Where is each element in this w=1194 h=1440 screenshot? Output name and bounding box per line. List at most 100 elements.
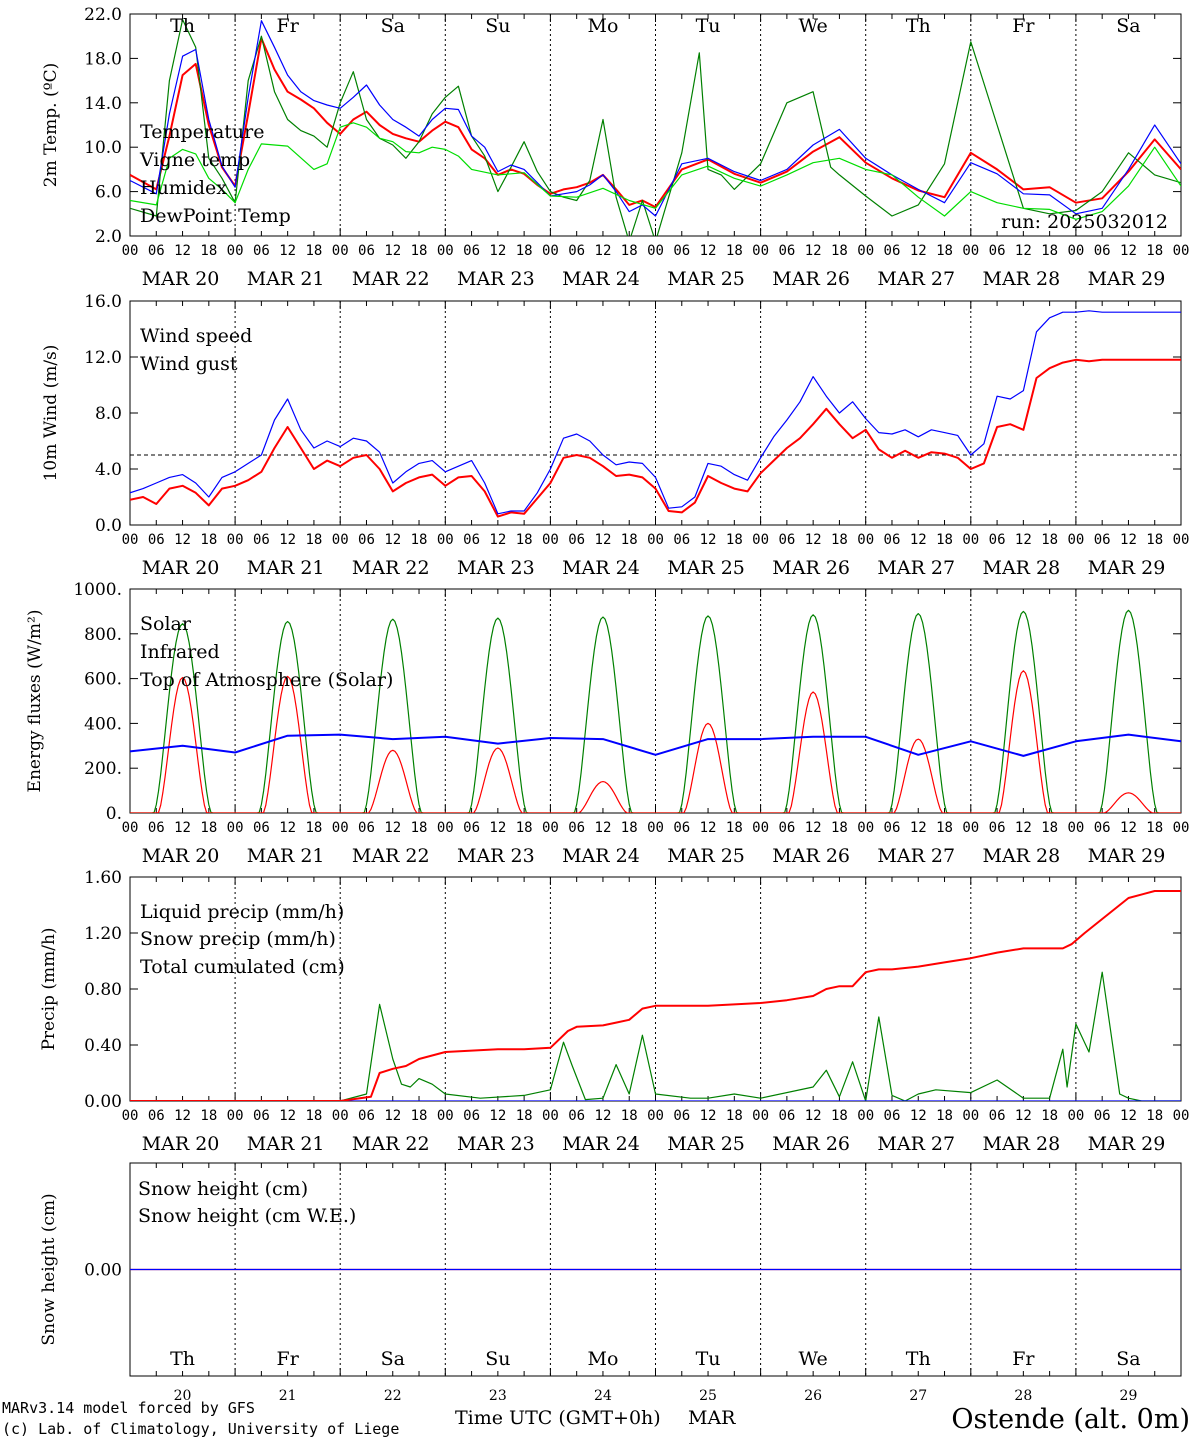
day-number-label: 23 (489, 1388, 507, 1404)
hour-tick-label: 00 (857, 820, 874, 836)
hour-tick-label: 12 (700, 820, 717, 836)
hour-tick-label: 06 (148, 532, 165, 548)
day-name-label: Su (485, 15, 510, 37)
y-axis-label: Precip (mm/h) (39, 927, 59, 1050)
series-group (130, 310, 1181, 518)
hour-tick-label: 12 (805, 532, 822, 548)
hour-tick-label: 18 (831, 820, 848, 836)
hour-tick-label: 00 (1173, 532, 1190, 548)
y-tick-label: 8.0 (95, 404, 122, 424)
legend-entry: Snow height (cm) (138, 1178, 308, 1200)
day-name-label: Fr (277, 1348, 300, 1370)
hour-tick-label: 18 (305, 532, 322, 548)
date-label: MAR 25 (667, 845, 745, 867)
date-label: MAR 21 (247, 1133, 325, 1155)
hour-tick-label: 12 (279, 243, 296, 259)
hour-tick-label: 18 (936, 820, 953, 836)
legend-entry: Infrared (140, 641, 220, 663)
date-label: MAR 20 (142, 1133, 220, 1155)
hour-tick-label: 06 (148, 820, 165, 836)
date-label: MAR 21 (247, 557, 325, 579)
hour-tick-label: 12 (595, 1108, 612, 1124)
hour-tick-label: 06 (884, 1108, 901, 1124)
hour-tick-label: 00 (647, 1108, 664, 1124)
legend-entry: Vigne temp (139, 149, 250, 171)
y-axis-label: 10m Wind (m/s) (41, 345, 61, 482)
hour-tick-label: 00 (437, 820, 454, 836)
day-number-label: 22 (384, 1388, 402, 1404)
hour-tick-label: 12 (595, 532, 612, 548)
hour-tick-label: 12 (700, 532, 717, 548)
hour-tick-label: 06 (568, 1108, 585, 1124)
hour-tick-label: 06 (884, 820, 901, 836)
y-tick-label: 1.60 (84, 868, 122, 888)
day-name-label: We (799, 1348, 828, 1370)
hour-tick-label: 18 (411, 820, 428, 836)
hour-tick-label: 12 (595, 820, 612, 836)
hour-tick-label: 00 (752, 820, 769, 836)
hour-tick-label: 06 (253, 820, 270, 836)
y-tick-label: 1000. (73, 580, 122, 600)
hour-tick-label: 12 (384, 243, 401, 259)
day-name-label: Th (170, 15, 195, 37)
y-tick-label: 0. (106, 804, 122, 824)
hour-tick-label: 12 (384, 1108, 401, 1124)
date-label: MAR 24 (562, 845, 640, 867)
date-label: MAR 24 (562, 268, 640, 290)
hour-tick-label: 12 (489, 820, 506, 836)
hour-tick-label: 18 (621, 532, 638, 548)
hour-tick-label: 00 (122, 820, 139, 836)
day-name-label: Tu (696, 1348, 721, 1370)
date-label: MAR 28 (982, 845, 1060, 867)
date-label: MAR 20 (142, 845, 220, 867)
date-label: MAR 22 (352, 845, 430, 867)
hour-tick-label: 00 (1173, 1108, 1190, 1124)
y-tick-label: 6.0 (95, 183, 122, 203)
hour-tick-label: 00 (1067, 1108, 1084, 1124)
series-line-solar (130, 670, 1181, 813)
hour-tick-label: 00 (962, 532, 979, 548)
hour-tick-label: 06 (1094, 243, 1111, 259)
hour-tick-label: 06 (673, 820, 690, 836)
run-label: run: 2025032012 (1001, 211, 1168, 233)
date-label: MAR 28 (982, 268, 1060, 290)
hour-tick-label: 06 (673, 243, 690, 259)
panel-4: 0.00 0.40 0.80 1.20 1.60 Precip (mm/h) Liquid … (39, 868, 1189, 1155)
series-line-total-cumulated-cm- (130, 890, 1181, 1101)
day-name-label: Mo (587, 15, 618, 37)
date-label: MAR 29 (1088, 557, 1166, 579)
y-tick-label: 200. (84, 759, 122, 779)
legend-entry: Wind gust (140, 353, 238, 375)
hour-tick-label: 00 (542, 532, 559, 548)
hour-tick-label: 12 (1120, 532, 1137, 548)
series-line-liquid-precip-mm-h- (130, 971, 1181, 1101)
hour-tick-label: 18 (305, 1108, 322, 1124)
hour-tick-label: 06 (463, 243, 480, 259)
day-name-label: Sa (381, 15, 405, 37)
y-tick-label: 2.0 (95, 227, 122, 247)
date-label: MAR 28 (982, 1133, 1060, 1155)
hour-tick-label: 18 (726, 1108, 743, 1124)
y-tick-label: 10.0 (84, 138, 122, 158)
legend-entry: Snow height (cm W.E.) (138, 1205, 356, 1227)
hour-tick-label: 18 (516, 1108, 533, 1124)
date-label: MAR 24 (562, 1133, 640, 1155)
day-name-label: Tu (696, 15, 721, 37)
hour-tick-label: 06 (358, 243, 375, 259)
hour-tick-label: 12 (1120, 820, 1137, 836)
day-name-label: Mo (587, 1348, 618, 1370)
hour-tick-label: 18 (831, 243, 848, 259)
hour-tick-label: 00 (962, 1108, 979, 1124)
hour-tick-label: 06 (463, 1108, 480, 1124)
hour-tick-label: 00 (227, 243, 244, 259)
hour-tick-label: 18 (726, 820, 743, 836)
hour-tick-label: 12 (384, 532, 401, 548)
hour-tick-label: 12 (595, 243, 612, 259)
hour-tick-label: 06 (1094, 532, 1111, 548)
day-name-label: We (799, 15, 828, 37)
hour-tick-label: 18 (200, 1108, 217, 1124)
hour-tick-label: 12 (1120, 1108, 1137, 1124)
date-label: MAR 25 (667, 557, 745, 579)
hour-tick-label: 00 (227, 1108, 244, 1124)
date-label: MAR 21 (247, 845, 325, 867)
